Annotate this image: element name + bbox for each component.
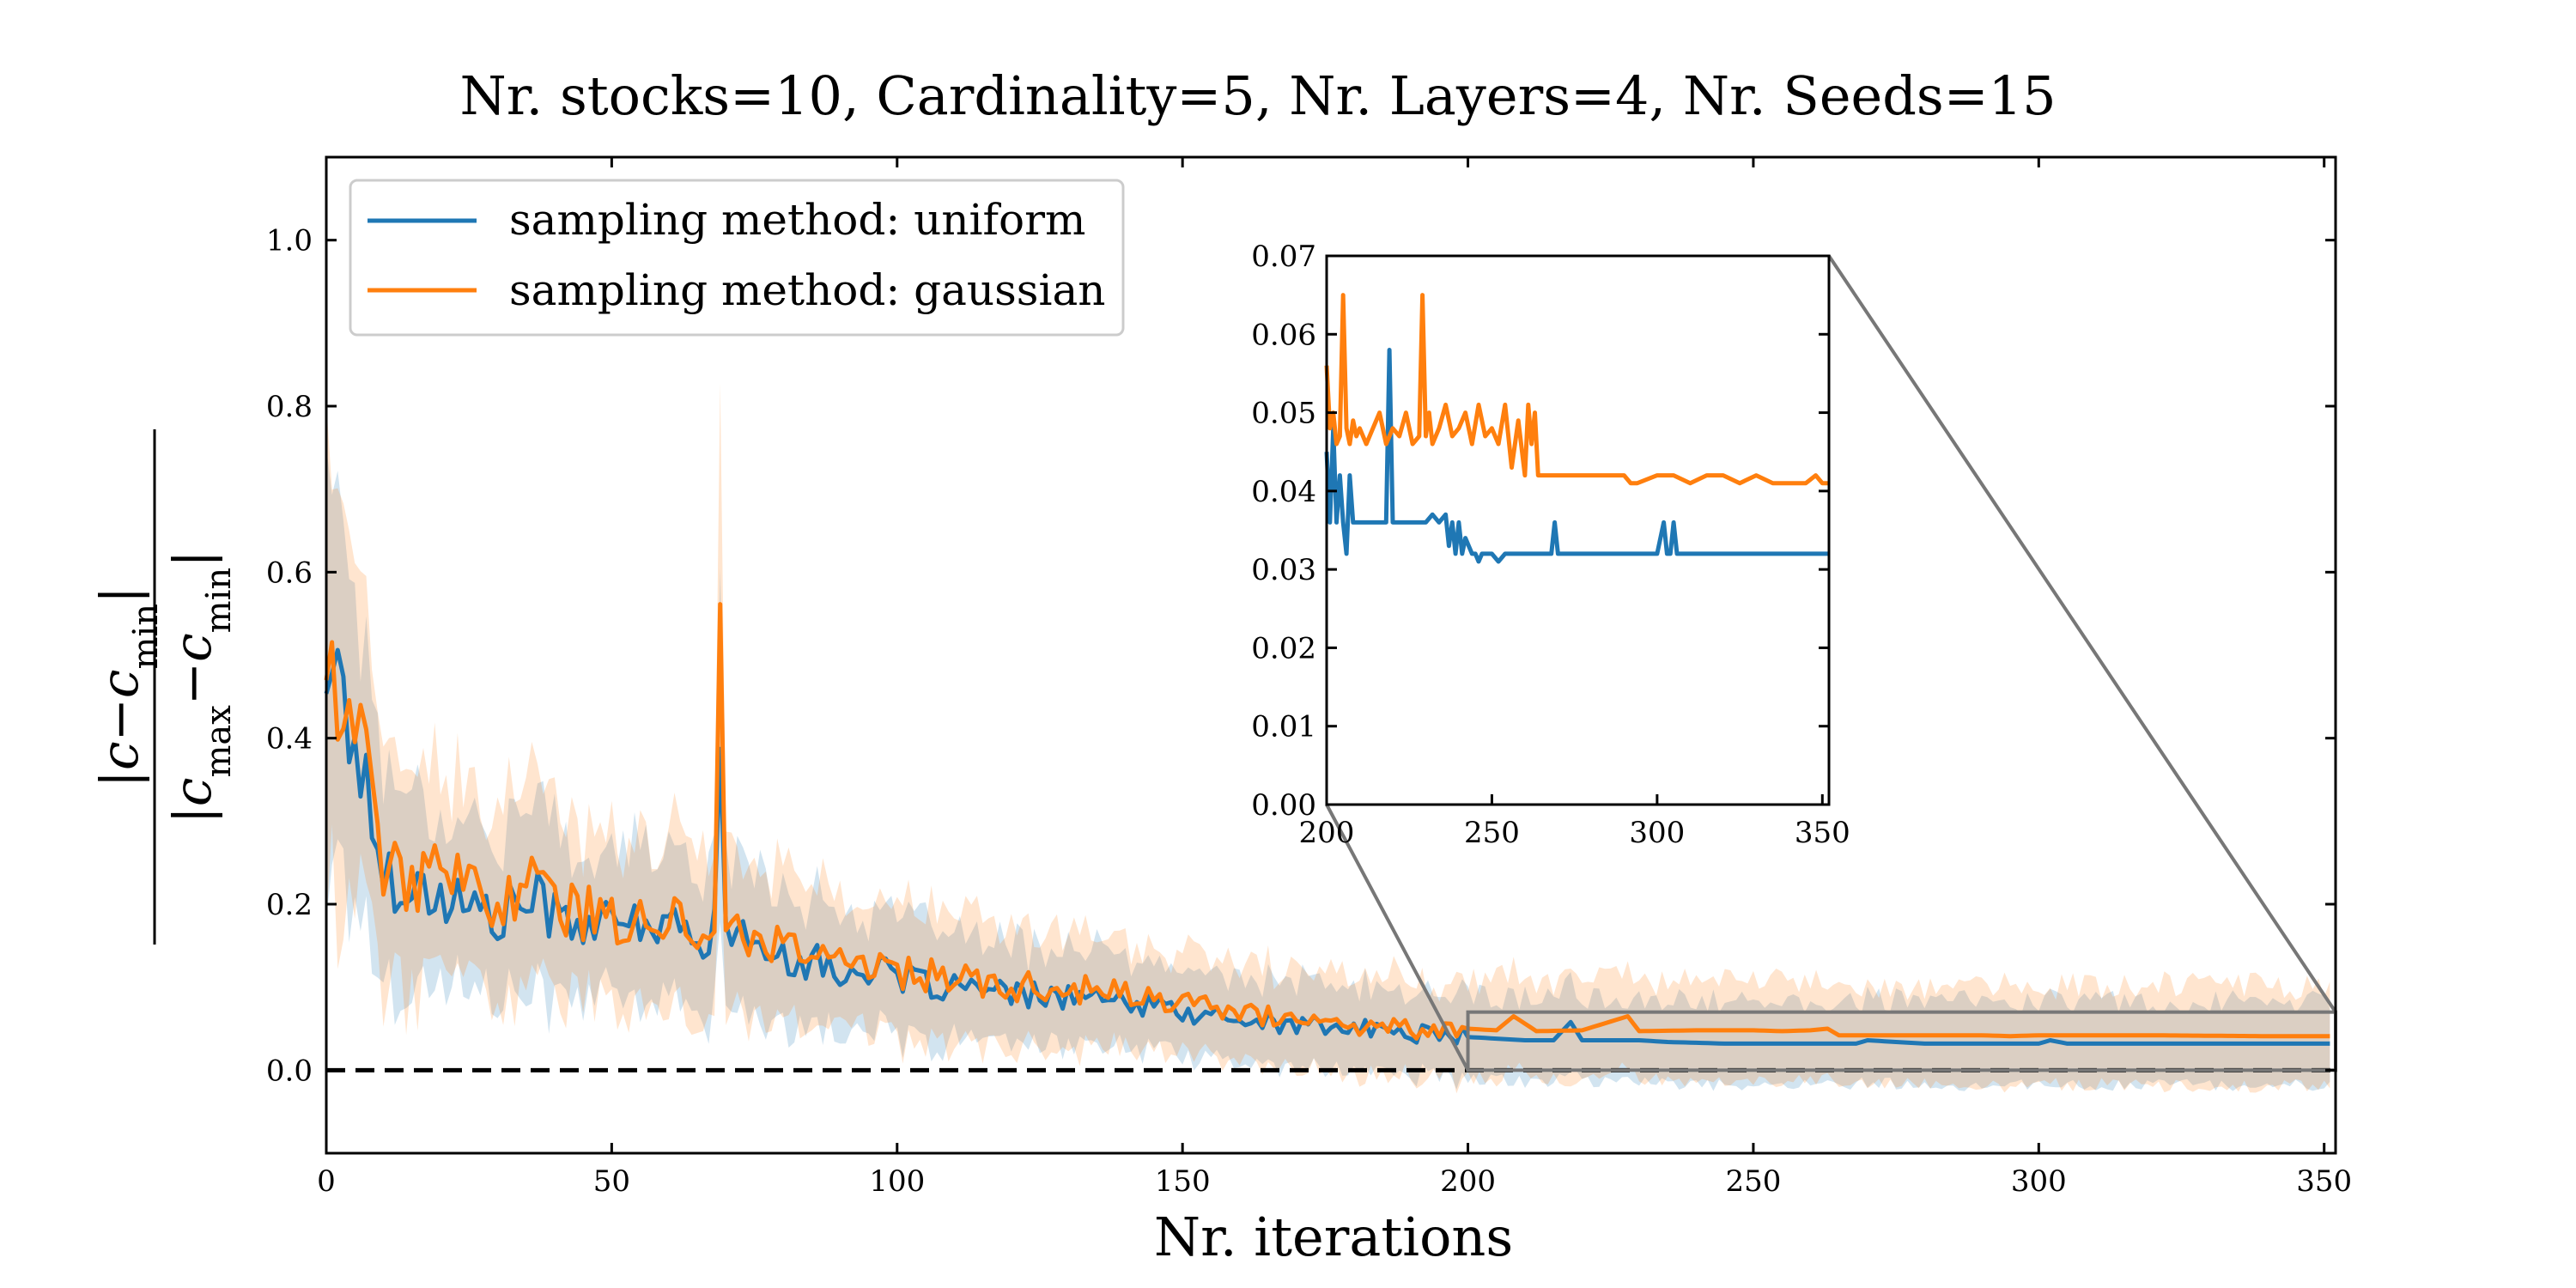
inset-x-tick-label: 300 — [1629, 816, 1685, 850]
chart-title: Nr. stocks=10, Cardinality=5, Nr. Layers… — [459, 64, 2056, 127]
y-tick-label: 0.8 — [266, 390, 313, 424]
x-tick-label: 350 — [2296, 1164, 2352, 1199]
x-axis-ticks: 0 50 100 150 200 250 300 350 — [317, 157, 2352, 1199]
y-axis-ticks: 0.0 0.2 0.4 0.6 0.8 1.0 — [266, 224, 2336, 1088]
y-axis-label: |c−cmin| |cmax−cmin| — [90, 429, 239, 945]
plot-frame — [325, 155, 2337, 1155]
inset-zoom-plot: 200 250 300 350 0.00 0.01 0.02 0.03 0.04 0.05 0.06… — [1251, 240, 1850, 850]
confidence-bands — [326, 382, 2330, 1094]
x-tick-label: 150 — [1155, 1164, 1211, 1199]
legend: sampling method: uniform sampling method… — [349, 179, 1125, 337]
x-tick-label: 0 — [317, 1164, 336, 1199]
inset-x-tick-label: 200 — [1299, 816, 1355, 850]
inset-y-tick-label: 0.00 — [1251, 788, 1316, 823]
series-line-uniform — [324, 647, 2330, 1046]
x-tick-label: 250 — [1725, 1164, 1781, 1199]
band-gaussian — [326, 382, 2330, 1094]
x-tick-label: 50 — [593, 1164, 630, 1199]
x-axis-label: Nr. iterations — [1154, 1206, 1513, 1268]
inset-frame — [1325, 254, 1831, 806]
y-tick-label: 0.0 — [266, 1054, 313, 1088]
y-tick-label: 0.4 — [266, 722, 313, 756]
inset-y-tick-label: 0.03 — [1251, 553, 1316, 587]
zoom-connector-line — [1325, 804, 1470, 1072]
x-tick-label: 200 — [1440, 1164, 1496, 1199]
svg-text:|cmax−cmin|: |cmax−cmin| — [163, 550, 239, 824]
x-tick-label: 100 — [869, 1164, 925, 1199]
inset-background — [1327, 256, 1829, 805]
band-uniform — [326, 446, 2330, 1091]
inset-y-tick-label: 0.06 — [1251, 318, 1316, 352]
y-tick-label: 1.0 — [266, 224, 313, 258]
x-tick-label: 300 — [2011, 1164, 2067, 1199]
inset-line-uniform — [1324, 348, 1829, 564]
inset-y-tick-label: 0.01 — [1251, 710, 1316, 744]
series-line-gaussian — [324, 602, 2330, 1041]
inset-line-gaussian — [1324, 293, 1829, 486]
inset-x-tick-label: 350 — [1795, 816, 1850, 850]
series-lines — [324, 602, 2330, 1046]
y-tick-label: 0.6 — [266, 556, 313, 590]
y-tick-label: 0.2 — [266, 888, 313, 922]
inset-y-tick-label: 0.02 — [1251, 631, 1316, 665]
legend-label-gaussian: sampling method: gaussian — [509, 265, 1105, 315]
inset-y-tick-label: 0.05 — [1251, 397, 1316, 431]
inset-y-tick-label: 0.04 — [1251, 475, 1316, 509]
legend-label-uniform: sampling method: uniform — [509, 195, 1085, 245]
zoom-connector-line — [1827, 254, 2337, 1013]
inset-y-tick-label: 0.07 — [1251, 240, 1316, 274]
inset-x-tick-label: 250 — [1464, 816, 1520, 850]
